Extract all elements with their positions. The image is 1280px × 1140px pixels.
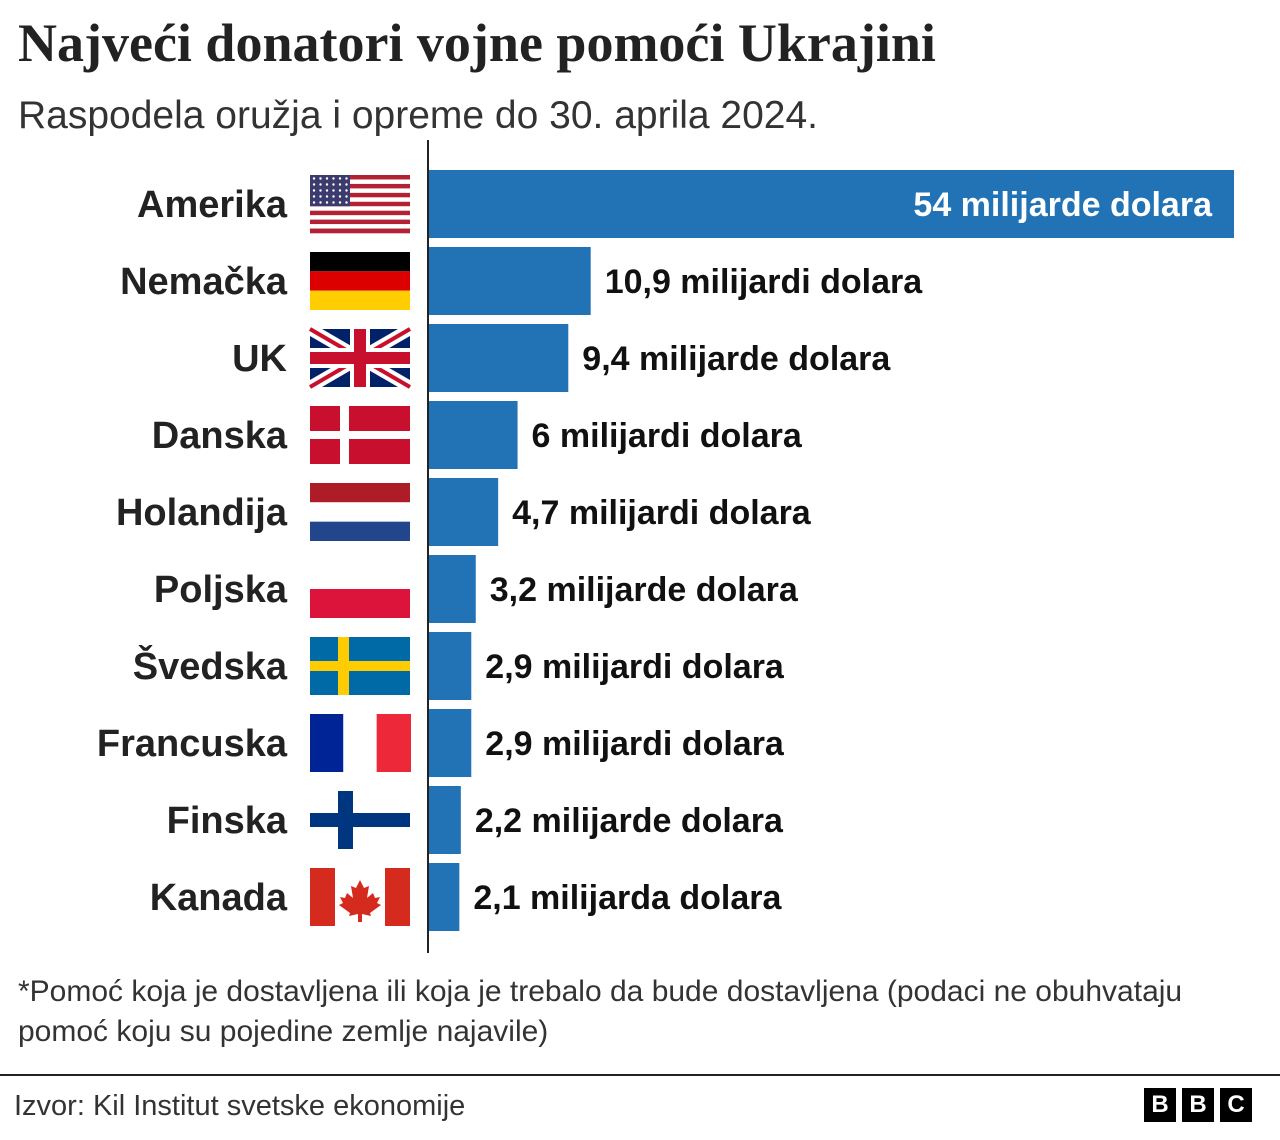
canada-flag-icon xyxy=(310,868,410,926)
chart-title: Najveći donatori vojne pomoći Ukrajini xyxy=(18,13,936,73)
category-label: Kanada xyxy=(150,877,288,919)
bar-chart: Amerika 54 milijarde dolara Nemačka 10,9 mi… xyxy=(97,140,1234,953)
category-label: Finska xyxy=(167,800,288,842)
bar xyxy=(428,632,472,700)
germany-flag-icon xyxy=(310,252,410,310)
bar xyxy=(428,555,476,623)
data-label: 3,2 milijarde dolara xyxy=(490,571,799,609)
bar xyxy=(428,709,472,777)
category-label: Francuska xyxy=(97,723,288,765)
data-label: 6 milijardi dolara xyxy=(532,417,803,455)
data-label: 10,9 milijardi dolara xyxy=(605,263,924,301)
bar xyxy=(428,786,461,854)
source: Izvor: Kil Institut svetske ekonomije xyxy=(14,1090,466,1122)
logo-letter: C xyxy=(1220,1088,1252,1122)
category-label: Nemačka xyxy=(120,261,288,303)
logo-letter: B xyxy=(1182,1088,1214,1122)
data-label: 4,7 milijardi dolara xyxy=(512,494,812,532)
denmark-flag-icon xyxy=(310,406,410,464)
bar xyxy=(428,401,518,469)
category-label: Holandija xyxy=(116,492,288,534)
bar xyxy=(428,324,569,392)
france-flag-icon xyxy=(310,714,411,772)
bar xyxy=(428,863,460,931)
bar xyxy=(428,478,499,546)
footnote: *Pomoć koja je dostavljena ili koja je t… xyxy=(18,975,1183,1048)
bar xyxy=(428,247,591,315)
category-label: UK xyxy=(232,338,287,380)
finland-flag-icon xyxy=(310,791,410,849)
data-label: 9,4 milijarde dolara xyxy=(582,340,891,378)
bar xyxy=(428,170,1234,238)
us-flag-icon xyxy=(310,175,410,234)
uk-flag-icon xyxy=(306,323,414,393)
category-label: Poljska xyxy=(154,569,288,611)
divider xyxy=(0,1074,1280,1076)
data-label: 2,9 milijardi dolara xyxy=(485,725,785,763)
netherlands-flag-icon xyxy=(310,483,410,541)
data-label: 2,1 milijarda dolara xyxy=(473,879,782,917)
chart-subtitle: Raspodela oružja i opreme do 30. aprila … xyxy=(18,94,819,137)
sweden-flag-icon xyxy=(310,637,410,695)
data-label: 2,2 milijarde dolara xyxy=(475,802,784,840)
category-label: Amerika xyxy=(137,184,288,226)
data-label: 2,9 milijardi dolara xyxy=(485,648,785,686)
category-label: Danska xyxy=(152,415,288,457)
data-label: 54 milijarde dolara xyxy=(913,186,1213,224)
poland-flag-icon xyxy=(310,560,410,618)
logo-letter: B xyxy=(1144,1088,1176,1122)
category-label: Švedska xyxy=(133,643,288,688)
